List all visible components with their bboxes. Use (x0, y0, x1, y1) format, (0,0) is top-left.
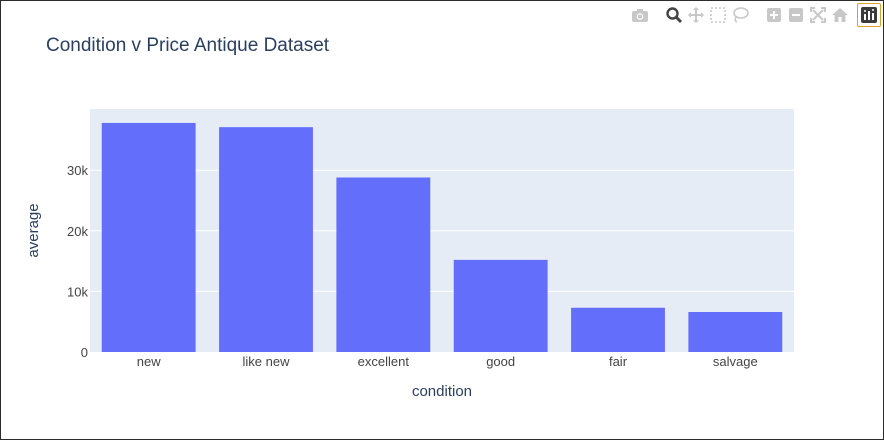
zoom-out-icon[interactable] (785, 4, 807, 26)
bar-like-new[interactable] (219, 127, 313, 352)
x-axis-label: condition (412, 383, 472, 400)
y-tick-label: 30k (67, 163, 88, 178)
box-select-icon[interactable] (707, 4, 729, 26)
bar-good[interactable] (453, 259, 548, 352)
bar-excellent[interactable] (336, 177, 431, 352)
x-tick-labels: new like new excellent good fair salvage (137, 354, 758, 369)
x-tick-label: fair (609, 354, 628, 369)
zoom-in-icon[interactable] (763, 4, 785, 26)
x-tick-label: new (137, 354, 161, 369)
plotly-logo-icon[interactable] (857, 3, 881, 27)
x-tick-label: good (486, 354, 515, 369)
x-tick-label: like new (243, 354, 291, 369)
modebar (629, 3, 881, 27)
x-tick-label: salvage (713, 354, 758, 369)
chart-title: Condition v Price Antique Dataset (46, 35, 330, 56)
autoscale-icon[interactable] (807, 4, 829, 26)
zoom-icon[interactable] (663, 4, 685, 26)
y-tick-labels: 0 10k 20k 30k (67, 163, 88, 360)
y-axis-label: average (25, 203, 42, 257)
y-tick-label: 10k (67, 284, 88, 299)
bar-fair[interactable] (571, 307, 665, 352)
camera-icon[interactable] (629, 4, 651, 26)
x-tick-label: excellent (358, 354, 410, 369)
bar-salvage[interactable] (688, 312, 783, 352)
home-icon[interactable] (829, 4, 851, 26)
bars (101, 122, 783, 352)
bar-new[interactable] (101, 122, 196, 352)
pan-icon[interactable] (685, 4, 707, 26)
gridlines (90, 169, 794, 292)
y-tick-label: 0 (81, 345, 88, 360)
lasso-icon[interactable] (729, 4, 751, 26)
y-tick-label: 20k (67, 224, 88, 239)
